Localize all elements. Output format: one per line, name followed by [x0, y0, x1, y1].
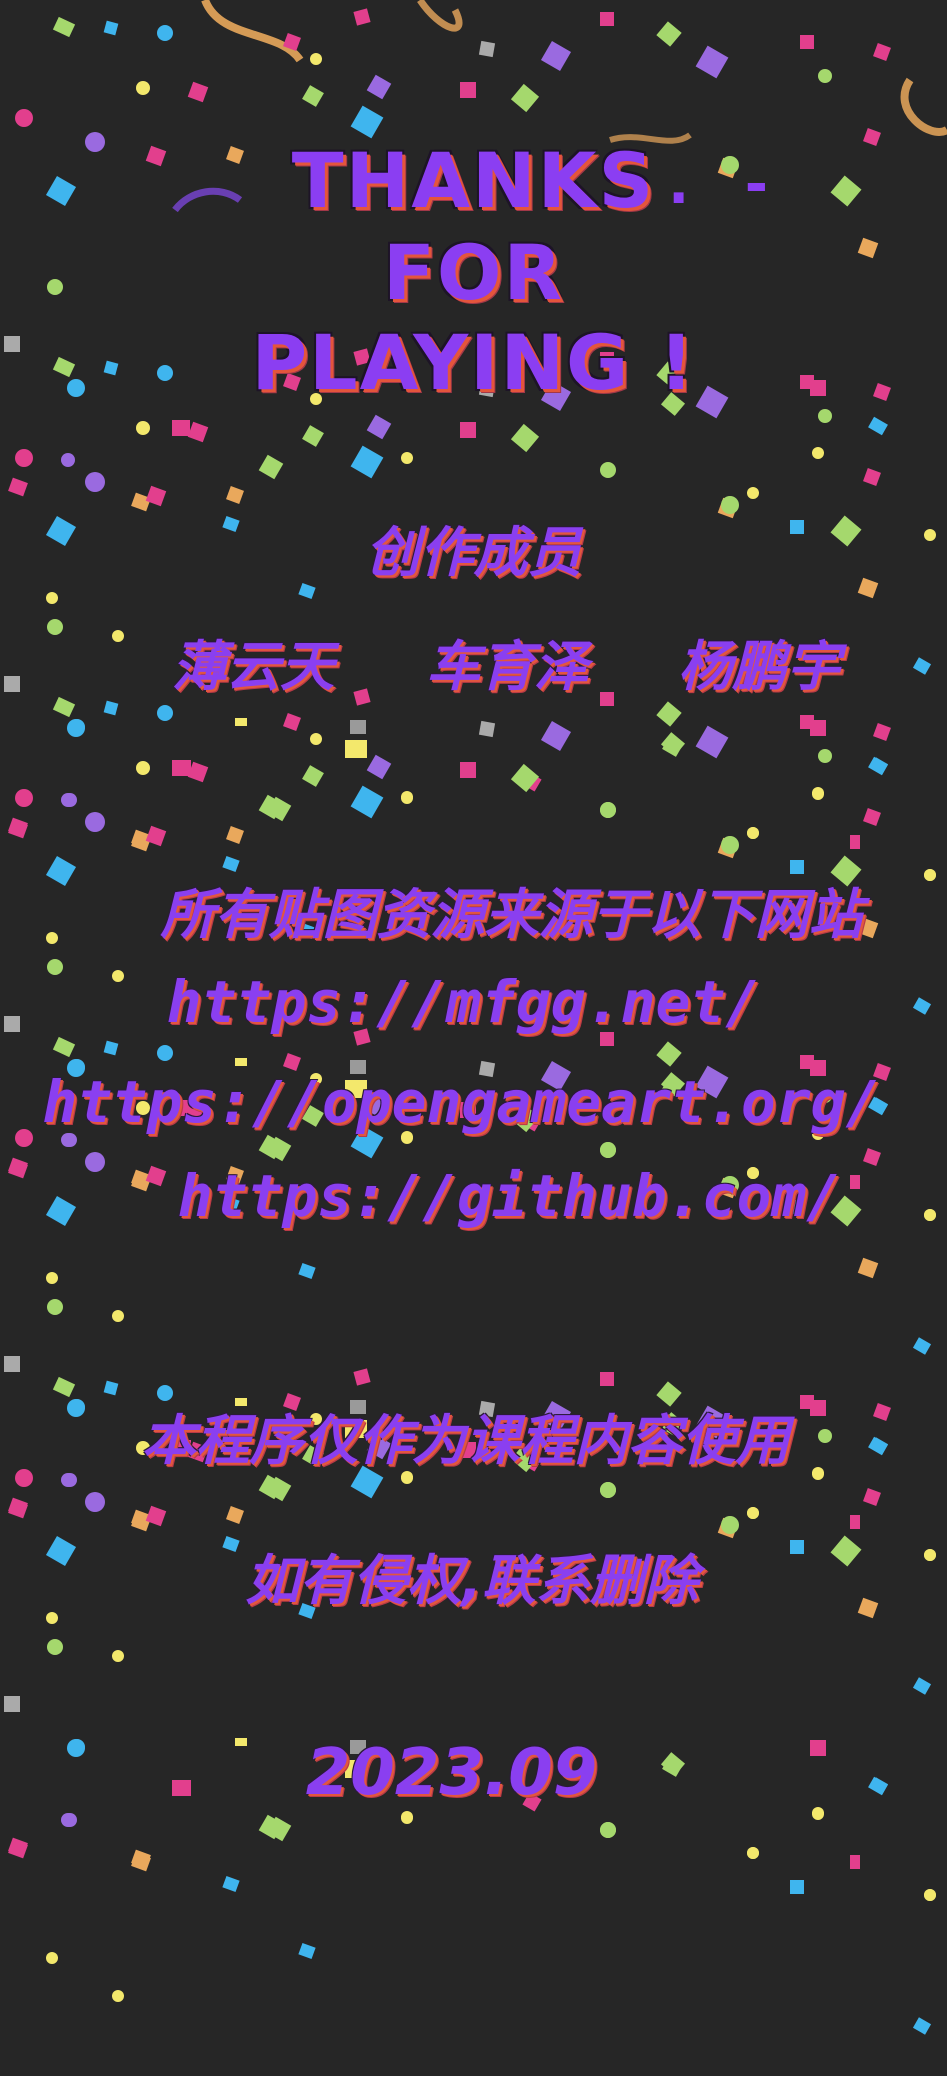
course-notice: 本程序仅作为课程内容使用: [141, 1409, 790, 1472]
title-dots: . -: [668, 152, 787, 217]
member-name: 杨鹏宇: [678, 635, 840, 698]
credits-heading: 创作成员: [365, 521, 582, 584]
title-line-for: FOR: [382, 228, 565, 317]
sources-heading: 所有贴图资源来源于以下网站: [160, 883, 863, 946]
source-url: https://opengameart.org/: [42, 1068, 881, 1136]
title-line-thanks: THANKS: [291, 136, 656, 225]
date-label: 2023.09: [305, 1736, 598, 1810]
source-url: https://github.com/: [177, 1162, 842, 1230]
member-name: 车育泽: [426, 635, 588, 698]
copyright-notice: 如有侵权,联系删除: [245, 1549, 698, 1612]
member-name: 薄云天: [172, 635, 334, 698]
source-url: https://mfgg.net/: [166, 968, 761, 1036]
title-line-playing: PLAYING !: [251, 318, 696, 407]
